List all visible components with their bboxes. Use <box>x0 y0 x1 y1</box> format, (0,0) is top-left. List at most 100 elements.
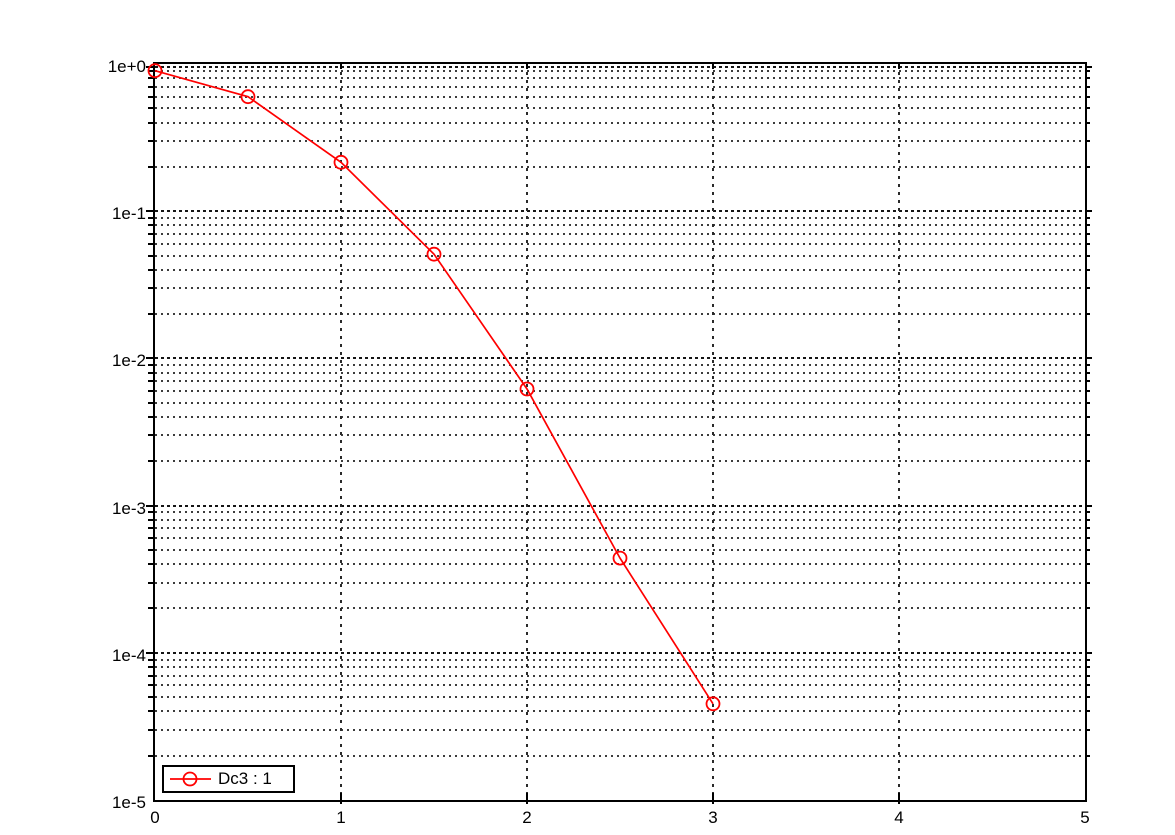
y-axis-minor-tick-left <box>148 563 153 566</box>
y-tick-label: 1e-1 <box>111 204 146 224</box>
y-axis-minor-tick-left <box>148 77 153 80</box>
y-axis-minor-tick-right <box>1087 527 1090 530</box>
y-axis-minor-tick-left <box>148 165 153 168</box>
gridline-h-minor <box>155 658 1085 661</box>
x-axis-tick-bottom <box>898 793 900 804</box>
y-tick-label: 1e-4 <box>111 645 146 665</box>
gridline-v-major <box>898 64 900 800</box>
y-axis-minor-tick-left <box>148 674 153 677</box>
y-axis-minor-tick-left <box>148 254 153 257</box>
gridline-h-minor <box>155 415 1085 418</box>
gridline-h-minor <box>155 95 1085 98</box>
y-axis-minor-tick-left <box>148 371 153 374</box>
y-axis-minor-tick-right <box>1087 548 1090 551</box>
y-axis-minor-tick-right <box>1087 390 1090 393</box>
gridline-h-major <box>155 651 1085 654</box>
y-axis-minor-tick-right <box>1087 287 1090 290</box>
x-tick-label: 1 <box>336 808 346 827</box>
gridline-h-minor <box>155 581 1085 584</box>
gridline-h-minor <box>155 666 1085 669</box>
y-axis-minor-tick-right <box>1087 434 1090 437</box>
gridline-h-minor <box>155 69 1085 72</box>
y-axis-minor-tick-left <box>148 139 153 142</box>
y-axis-minor-tick-right <box>1087 216 1090 219</box>
gridline-h-minor <box>155 121 1085 124</box>
x-axis-tick-top <box>898 64 900 69</box>
x-axis-tick-bottom <box>526 793 528 804</box>
gridline-h-minor <box>155 233 1085 235</box>
gridline-h-minor <box>155 390 1085 393</box>
x-tick-label: 5 <box>1080 808 1090 827</box>
y-axis-minor-tick-right <box>1087 607 1090 610</box>
y-axis-minor-tick-left <box>148 728 153 731</box>
gridline-h-minor <box>155 224 1085 227</box>
y-axis-minor-tick-right <box>1087 77 1090 80</box>
data-point-marker <box>426 246 442 262</box>
y-axis-minor-tick-right <box>1087 460 1090 463</box>
y-axis-major-tick-right <box>1087 651 1092 654</box>
y-axis-minor-tick-left <box>148 233 153 235</box>
y-axis-minor-tick-left <box>148 666 153 669</box>
y-axis-minor-tick-right <box>1087 95 1090 98</box>
gridline-h-major <box>155 504 1085 507</box>
plot-area: 1e+0 1e-1 1e-2 1e-3 1e-4 1e-5 0 1 2 3 4 5 Dc3 : 1 <box>108 57 1092 827</box>
gridline-h-minor <box>155 684 1085 687</box>
y-axis-minor-tick-left <box>148 415 153 418</box>
y-axis-minor-tick-left <box>148 607 153 610</box>
y-tick-label: 1e-5 <box>111 793 146 812</box>
x-tick-label: 3 <box>708 808 718 827</box>
y-axis-minor-tick-left <box>148 527 153 530</box>
y-axis-minor-tick-left <box>148 364 153 367</box>
y-axis-minor-tick-left <box>148 754 153 757</box>
y-axis-minor-tick-right <box>1087 139 1090 142</box>
y-axis-minor-tick-right <box>1087 224 1090 227</box>
gridline-v-major <box>340 64 342 800</box>
y-tick-label: 1e-3 <box>111 498 146 518</box>
x-axis-tick-bottom <box>712 793 714 804</box>
gridline-h-minor <box>155 754 1085 757</box>
y-axis-minor-tick-right <box>1087 254 1090 257</box>
gridline-h-minor <box>155 607 1085 610</box>
y-axis-minor-tick-right <box>1087 313 1090 316</box>
data-point-marker <box>519 381 535 397</box>
gridline-h-minor <box>155 139 1085 142</box>
y-axis-minor-tick-left <box>148 107 153 110</box>
y-axis-minor-tick-right <box>1087 511 1090 514</box>
y-axis-minor-tick-left <box>148 684 153 687</box>
y-axis-minor-tick-left <box>148 696 153 699</box>
y-axis-minor-tick-right <box>1087 401 1090 404</box>
gridline-h-minor <box>155 728 1085 731</box>
gridline-h-minor <box>155 242 1085 245</box>
y-axis-minor-tick-right <box>1087 242 1090 245</box>
y-axis-minor-tick-left <box>148 242 153 245</box>
series-layer <box>147 63 721 712</box>
y-axis-minor-tick-left <box>148 224 153 227</box>
y-axis-minor-tick-right <box>1087 537 1090 540</box>
y-axis-minor-tick-left <box>148 95 153 98</box>
y-axis-minor-tick-left <box>148 581 153 584</box>
y-axis-minor-tick-left <box>148 710 153 713</box>
data-point-marker <box>612 550 628 566</box>
gridline-h-minor <box>155 674 1085 677</box>
y-axis-major-tick-right <box>1087 504 1092 507</box>
y-axis-major-tick-right <box>1087 357 1092 360</box>
gridline-h-minor <box>155 165 1085 168</box>
y-axis-minor-tick-right <box>1087 658 1090 661</box>
y-axis-minor-tick-right <box>1087 415 1090 418</box>
gridline-h-minor <box>155 710 1085 713</box>
y-axis-minor-tick-right <box>1087 518 1090 521</box>
gridline-h-minor <box>155 380 1085 383</box>
data-point-marker <box>147 63 163 79</box>
y-axis-minor-tick-left <box>148 548 153 551</box>
y-axis-minor-tick-right <box>1087 107 1090 110</box>
y-axis-minor-tick-right <box>1087 696 1090 699</box>
y-axis-minor-tick-left <box>148 518 153 521</box>
gridline-h-minor <box>155 268 1085 271</box>
y-axis-minor-tick-left <box>148 434 153 437</box>
y-axis-minor-tick-left <box>148 658 153 661</box>
y-axis-minor-tick-right <box>1087 85 1090 88</box>
y-axis-minor-tick-left <box>148 313 153 316</box>
y-axis-minor-tick-right <box>1087 710 1090 713</box>
y-axis-minor-tick-right <box>1087 754 1090 757</box>
